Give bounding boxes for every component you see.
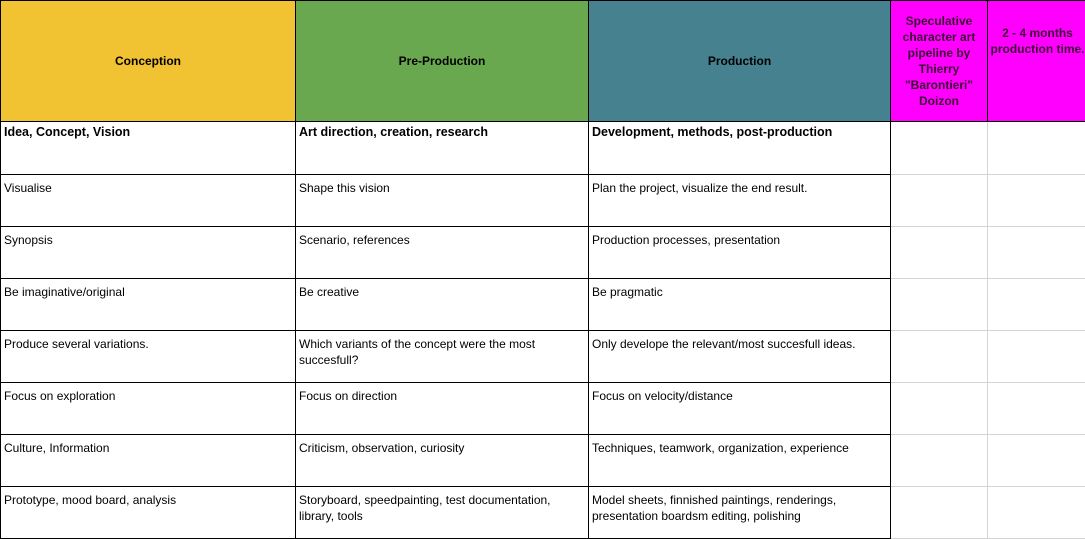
cell-production[interactable]: Production processes, presentation bbox=[589, 227, 891, 279]
empty-cell[interactable] bbox=[988, 279, 1085, 331]
cell-preproduction[interactable]: Shape this vision bbox=[296, 175, 589, 227]
table-row: Culture, Information Criticism, observat… bbox=[1, 435, 1085, 487]
empty-cell[interactable] bbox=[891, 331, 988, 383]
cell-preproduction[interactable]: Which variants of the concept were the m… bbox=[296, 331, 589, 383]
cell-production[interactable]: Only develope the relevant/most succesfu… bbox=[589, 331, 891, 383]
cell-conception[interactable]: Synopsis bbox=[1, 227, 296, 279]
empty-cell[interactable] bbox=[988, 383, 1085, 435]
cell-preproduction[interactable]: Storyboard, speedpainting, test document… bbox=[296, 487, 589, 539]
empty-cell[interactable] bbox=[988, 227, 1085, 279]
cell-conception[interactable]: Be imaginative/original bbox=[1, 279, 296, 331]
spreadsheet-view: Conception Pre-Production Production Spe… bbox=[0, 0, 1085, 478]
subheader-conception[interactable]: Idea, Concept, Vision bbox=[1, 122, 296, 175]
cell-production[interactable]: Plan the project, visualize the end resu… bbox=[589, 175, 891, 227]
cell-production[interactable]: Be pragmatic bbox=[589, 279, 891, 331]
empty-cell[interactable] bbox=[891, 383, 988, 435]
empty-cell[interactable] bbox=[891, 487, 988, 539]
empty-cell[interactable] bbox=[988, 331, 1085, 383]
table-row: Synopsis Scenario, references Production… bbox=[1, 227, 1085, 279]
header-preproduction[interactable]: Pre-Production bbox=[296, 1, 589, 122]
table-row: Focus on exploration Focus on direction … bbox=[1, 383, 1085, 435]
cell-preproduction[interactable]: Be creative bbox=[296, 279, 589, 331]
table-row: Be imaginative/original Be creative Be p… bbox=[1, 279, 1085, 331]
empty-cell[interactable] bbox=[988, 175, 1085, 227]
cell-preproduction[interactable]: Scenario, references bbox=[296, 227, 589, 279]
empty-cell[interactable] bbox=[891, 227, 988, 279]
cell-production[interactable]: Focus on velocity/distance bbox=[589, 383, 891, 435]
empty-cell[interactable] bbox=[891, 175, 988, 227]
subheader-preproduction[interactable]: Art direction, creation, research bbox=[296, 122, 589, 175]
empty-cell[interactable] bbox=[891, 122, 988, 175]
cell-conception[interactable]: Prototype, mood board, analysis bbox=[1, 487, 296, 539]
cell-preproduction[interactable]: Focus on direction bbox=[296, 383, 589, 435]
cell-preproduction[interactable]: Criticism, observation, curiosity bbox=[296, 435, 589, 487]
header-conception[interactable]: Conception bbox=[1, 1, 296, 122]
header-note-pipeline[interactable]: Speculative character art pipeline by Th… bbox=[891, 1, 988, 122]
cell-conception[interactable]: Focus on exploration bbox=[1, 383, 296, 435]
cell-production[interactable]: Techniques, teamwork, organization, expe… bbox=[589, 435, 891, 487]
cell-conception[interactable]: Produce several variations. bbox=[1, 331, 296, 383]
empty-cell[interactable] bbox=[891, 279, 988, 331]
table-row: Produce several variations. Which varian… bbox=[1, 331, 1085, 383]
empty-cell[interactable] bbox=[988, 435, 1085, 487]
cell-conception[interactable]: Visualise bbox=[1, 175, 296, 227]
header-production[interactable]: Production bbox=[589, 1, 891, 122]
empty-cell[interactable] bbox=[891, 435, 988, 487]
empty-cell[interactable] bbox=[988, 122, 1085, 175]
cell-conception[interactable]: Culture, Information bbox=[1, 435, 296, 487]
table-row: Prototype, mood board, analysis Storyboa… bbox=[1, 487, 1085, 539]
table-row: Idea, Concept, Vision Art direction, cre… bbox=[1, 122, 1085, 175]
table-row: Visualise Shape this vision Plan the pro… bbox=[1, 175, 1085, 227]
header-note-time[interactable]: 2 - 4 months production time. bbox=[988, 1, 1085, 122]
header-row: Conception Pre-Production Production Spe… bbox=[1, 1, 1085, 122]
empty-cell[interactable] bbox=[988, 487, 1085, 539]
subheader-production[interactable]: Development, methods, post-production bbox=[589, 122, 891, 175]
cell-production[interactable]: Model sheets, finnished paintings, rende… bbox=[589, 487, 891, 539]
